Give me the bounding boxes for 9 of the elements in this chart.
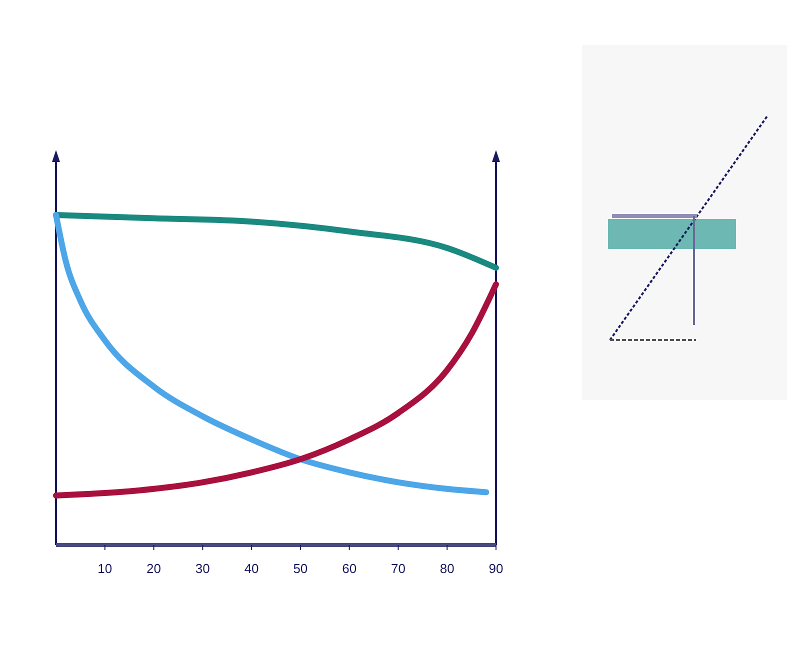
x-tick-label: 10 — [98, 561, 112, 576]
x-tick-label: 30 — [195, 561, 210, 576]
x-tick-label: 70 — [390, 561, 406, 576]
x-tick-label: 60 — [342, 561, 357, 576]
x-tick-label: 50 — [293, 561, 308, 576]
x-tick-label: 90 — [488, 561, 504, 576]
x-tick-label: 80 — [440, 561, 454, 576]
x-tick-label: 20 — [146, 561, 162, 576]
x-tick-label: 40 — [244, 561, 259, 576]
